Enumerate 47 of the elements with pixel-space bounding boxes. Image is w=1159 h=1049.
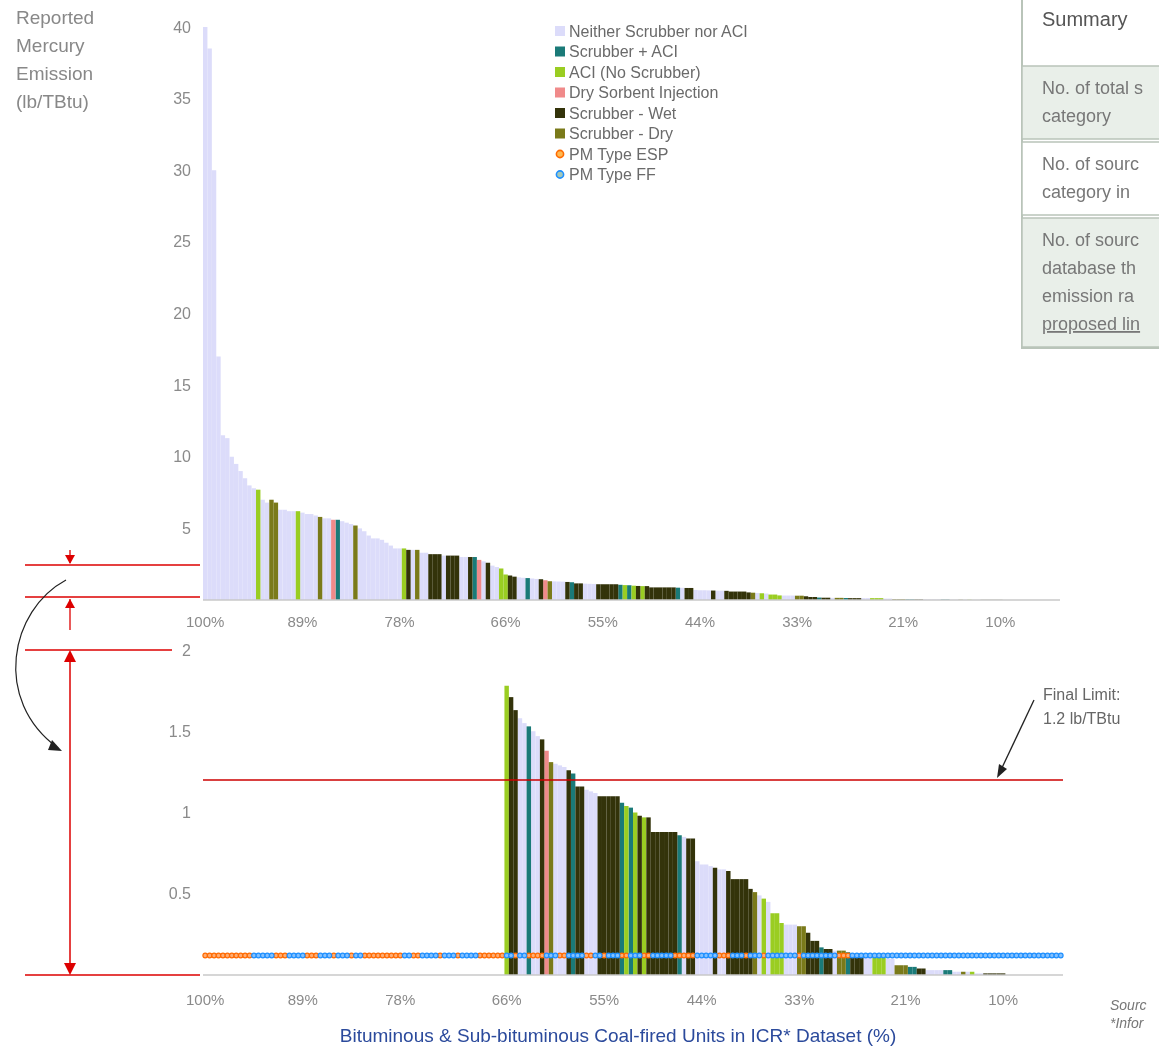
x-tick-label: 89% [287, 991, 318, 1008]
legend-label: PM Type ESP [569, 145, 669, 163]
annotation: No. of sourc database th emission ra proposed lin [1042, 230, 1141, 334]
legend-label: Scrubber - Wet [569, 104, 677, 122]
x-tick-label: 33% [784, 991, 815, 1008]
x-axis-title: Bituminous & Sub-bituminous Coal-fired Units in ICR* Dataset (%) [339, 1025, 897, 1046]
text: Summary [1042, 8, 1128, 30]
x-tick-label: 10% [985, 613, 1016, 630]
annotation: No. of total s category [1042, 78, 1144, 126]
y-tick-label: 20 [173, 305, 192, 323]
ref-line-label: Final Limit: 1.2 lb/TBtu [1043, 686, 1121, 727]
x-tick-label: 21% [888, 613, 919, 630]
x-tick-label: 44% [686, 991, 717, 1008]
x-tick-label: 78% [385, 991, 416, 1008]
x-tick-label: 89% [287, 613, 318, 630]
x-tick-label: 100% [186, 991, 225, 1008]
annotation: No. of sourc category in [1042, 154, 1140, 202]
y-axis-title: Reported Mercury Emission (lb/TBtu) [16, 7, 95, 112]
y-tick-label: 25 [173, 233, 192, 251]
y-tick-label: 10 [173, 448, 192, 466]
legend-label: ACI (No Scrubber) [569, 63, 701, 81]
y-tick-label: 2 [182, 641, 192, 659]
y-tick-label: 1 [182, 804, 192, 822]
legend-label: Scrubber + ACI [569, 43, 678, 61]
x-tick-label: 55% [589, 991, 620, 1008]
x-tick-label: 55% [587, 613, 618, 630]
y-tick-label: 30 [173, 161, 192, 179]
legend-label: PM Type FF [569, 166, 657, 184]
x-tick-label: 21% [890, 991, 921, 1008]
y-tick-label: 0.5 [168, 885, 192, 903]
y-tick-label: 5 [182, 519, 192, 537]
y-tick-label: 35 [173, 90, 192, 108]
text: Sourc [1110, 997, 1147, 1013]
y-tick-label: 1.5 [168, 722, 192, 740]
y-tick-label: 15 [173, 376, 192, 394]
x-tick-label: 44% [684, 613, 715, 630]
text: *Infor [1110, 1015, 1145, 1031]
legend-label: Scrubber - Dry [569, 125, 674, 143]
x-tick-label: 66% [490, 613, 521, 630]
legend-label: Dry Sorbent Injection [569, 84, 719, 102]
x-tick-label: 66% [491, 991, 522, 1008]
x-tick-label: 100% [186, 613, 225, 630]
x-tick-label: 33% [782, 613, 813, 630]
x-tick-label: 10% [988, 991, 1019, 1008]
x-tick-label: 78% [384, 613, 415, 630]
y-tick-label: 40 [173, 18, 192, 36]
legend-label: Neither Scrubber nor ACI [569, 22, 748, 40]
